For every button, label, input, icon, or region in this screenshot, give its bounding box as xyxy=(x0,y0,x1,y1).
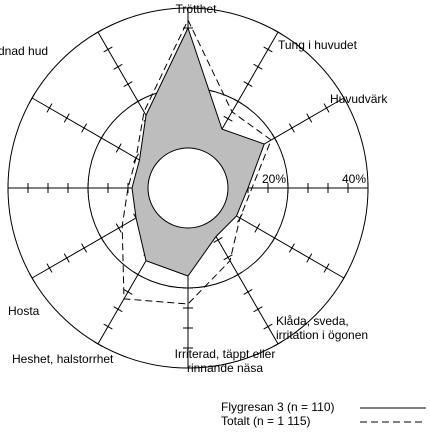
label-line: Klåda, sveda, xyxy=(276,314,349,328)
spoke-tick xyxy=(115,223,122,233)
spoke-tick xyxy=(340,93,347,103)
spoke-tick xyxy=(273,29,283,36)
r-tick-label: 40% xyxy=(342,172,366,186)
category-label: Klåda, sveda, irritation i ögonen xyxy=(276,314,368,342)
spoke-tick xyxy=(29,93,36,103)
spoke-tick xyxy=(323,103,330,113)
spoke xyxy=(207,222,279,345)
category-label: Hosta xyxy=(8,304,40,318)
spoke-tick xyxy=(273,340,283,347)
spoke-tick xyxy=(113,63,123,70)
spoke-tick xyxy=(123,288,133,295)
category-label: Huvudvärk xyxy=(330,92,388,106)
spoke-tick xyxy=(340,273,347,283)
spoke-tick xyxy=(115,143,122,153)
label-line: Hosta xyxy=(8,304,40,318)
spoke xyxy=(31,97,154,169)
spoke-tick xyxy=(133,98,143,105)
label-line: rinnande näsa xyxy=(187,361,263,375)
spoke-tick xyxy=(253,63,263,70)
spoke-tick xyxy=(113,306,123,313)
spoke-tick xyxy=(254,223,261,233)
spoke-tick xyxy=(103,323,113,330)
spoke-tick xyxy=(243,288,253,295)
spoke-tick xyxy=(233,98,243,105)
spoke-tick xyxy=(29,273,36,283)
spoke xyxy=(222,207,345,279)
spoke-tick xyxy=(223,115,233,122)
spoke-tick xyxy=(98,233,105,243)
spoke-tick xyxy=(81,123,88,133)
spoke-tick xyxy=(306,113,313,123)
spoke-tick xyxy=(323,263,330,273)
label-line: Tung i huvudet xyxy=(278,38,358,52)
label-line: dnad hud xyxy=(0,44,48,58)
spoke-tick xyxy=(63,113,70,123)
category-label: Tung i huvudet xyxy=(278,38,358,52)
center-hole xyxy=(147,147,229,229)
spoke-tick xyxy=(46,263,53,273)
series-area xyxy=(121,18,272,305)
spoke-tick xyxy=(98,133,105,143)
spoke-tick xyxy=(133,271,143,278)
label-line: irritation i ögonen xyxy=(276,328,368,342)
label-line: Huvudvärk xyxy=(330,92,388,106)
legend-label: Flygresan 3 (n = 110) xyxy=(221,400,335,414)
label-line: Irriterad, täppt eller xyxy=(175,347,276,361)
spoke-tick xyxy=(253,306,263,313)
spoke-tick xyxy=(233,271,243,278)
spoke-tick xyxy=(263,46,273,53)
spoke-tick xyxy=(288,243,295,253)
spoke xyxy=(31,207,154,279)
category-label: Trötthet xyxy=(176,2,218,16)
spoke-tick xyxy=(271,233,278,243)
spoke-tick xyxy=(223,254,233,261)
spoke-tick xyxy=(93,29,103,36)
spoke-tick xyxy=(306,253,313,263)
spoke-tick xyxy=(46,103,53,113)
spoke-tick xyxy=(63,253,70,263)
spoke-tick xyxy=(103,46,113,53)
spoke-tick xyxy=(81,243,88,253)
r-tick-label: 20% xyxy=(262,172,286,186)
spoke-tick xyxy=(243,81,253,88)
category-label: Heshet, halstorrhet xyxy=(12,352,114,366)
category-label: dnad hud xyxy=(0,44,48,58)
spoke-tick xyxy=(263,323,273,330)
label-line: Heshet, halstorrhet xyxy=(12,352,114,366)
spoke-tick xyxy=(288,123,295,133)
spoke-tick xyxy=(123,81,133,88)
spoke-tick xyxy=(271,133,278,143)
legend-label: Totalt (n = 1 115) xyxy=(221,414,311,428)
category-label: Irriterad, täppt eller rinnande näsa xyxy=(175,347,276,375)
spoke-tick xyxy=(93,340,103,347)
spoke-tick xyxy=(213,237,223,243)
label-line: Trötthet xyxy=(176,2,218,16)
